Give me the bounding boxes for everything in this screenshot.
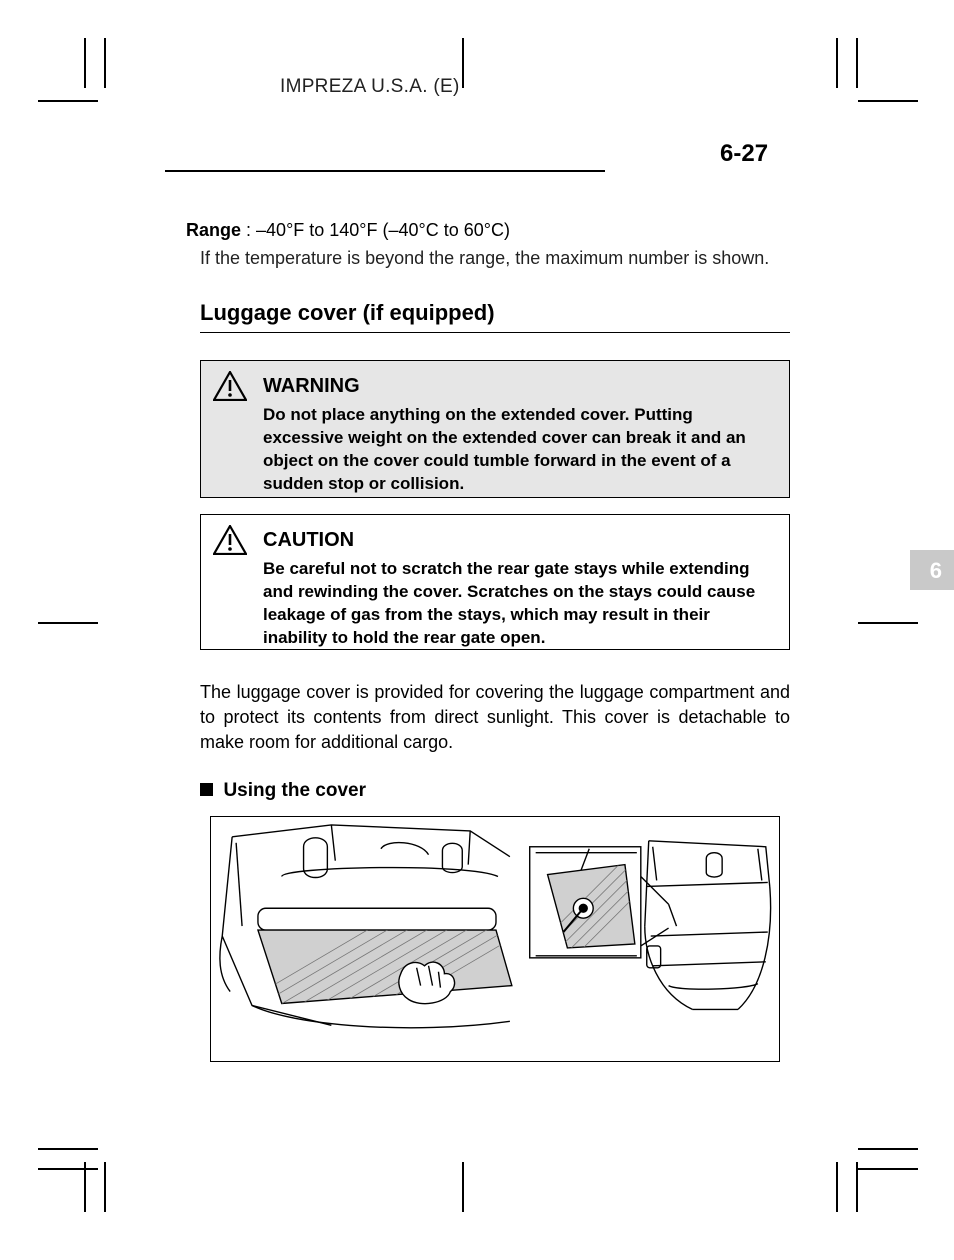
- crop-mark: [462, 1162, 464, 1212]
- crop-mark: [104, 38, 106, 88]
- caution-box: CAUTION Be careful not to scratch the re…: [200, 514, 790, 650]
- crop-mark: [836, 1162, 838, 1212]
- warning-heading: WARNING: [263, 375, 773, 398]
- section-title: Luggage cover (if equipped): [200, 300, 495, 326]
- square-bullet-icon: [200, 783, 213, 796]
- luggage-paragraph: The luggage cover is provided for coveri…: [200, 680, 790, 754]
- figure-frame: [210, 816, 780, 1062]
- crop-mark: [104, 1162, 106, 1212]
- crop-mark: [858, 1168, 918, 1170]
- warning-box: WARNING Do not place anything on the ext…: [200, 360, 790, 498]
- caution-body: Be careful not to scratch the rear gate …: [263, 558, 773, 650]
- sub-heading-text: Using the cover: [223, 780, 366, 801]
- crop-mark: [858, 100, 918, 102]
- figure-illustration: [211, 817, 779, 1061]
- section-rule: [165, 170, 605, 172]
- warning-body: Do not place anything on the extended co…: [263, 404, 773, 496]
- range-line: Range : –40°F to 140°F (–40°C to 60°C): [186, 220, 806, 241]
- crop-mark: [84, 38, 86, 88]
- crop-mark: [38, 1148, 98, 1150]
- range-value: : –40°F to 140°F (–40°C to 60°C): [246, 220, 510, 240]
- crop-mark: [836, 38, 838, 88]
- section-rule: [200, 332, 790, 333]
- crop-mark: [858, 1148, 918, 1150]
- warning-icon: [213, 371, 247, 401]
- caution-heading: CAUTION: [263, 529, 773, 552]
- range-note: If the temperature is beyond the range, …: [200, 246, 800, 270]
- sub-heading: Using the cover: [200, 780, 366, 802]
- crop-mark: [38, 1168, 98, 1170]
- header-label: IMPREZA U.S.A. (E): [280, 76, 460, 98]
- crop-mark: [38, 100, 98, 102]
- page: IMPREZA U.S.A. (E) 6-27 Range : –40°F to…: [0, 0, 954, 1260]
- side-tab-number: 6: [930, 558, 942, 584]
- page-number: 6-27: [720, 140, 768, 168]
- range-label: Range: [186, 220, 241, 240]
- crop-mark: [856, 38, 858, 88]
- crop-mark: [38, 622, 98, 624]
- crop-mark: [858, 622, 918, 624]
- crop-mark: [462, 38, 464, 88]
- caution-icon: [213, 525, 247, 555]
